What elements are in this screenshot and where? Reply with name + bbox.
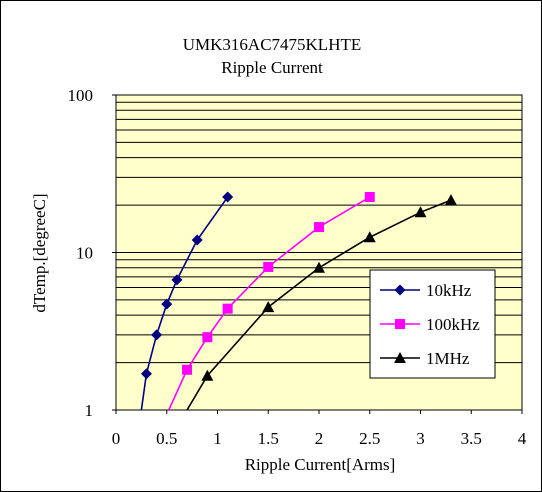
data-point-10khz	[151, 329, 163, 341]
data-point-10khz	[140, 368, 152, 380]
y-axis-tick-labels: 1 10 100	[68, 86, 116, 420]
x-tick-label: 4	[518, 429, 527, 448]
y-tick-label: 10	[76, 244, 93, 263]
data-point-100khz	[182, 364, 193, 375]
data-point-100khz	[222, 303, 233, 314]
series-layer	[140, 191, 457, 411]
data-point-1mhz	[201, 369, 214, 381]
data-point-1mhz	[313, 261, 325, 273]
x-tick-label: 3	[416, 429, 425, 448]
x-tick-label: 2	[315, 429, 324, 448]
y-tick-label: 1	[85, 401, 94, 420]
chart-title: UMK316AC7475KLHTE	[183, 35, 362, 54]
x-tick-label: 0	[112, 429, 121, 448]
series-1mhz	[186, 194, 457, 411]
legend: 10kHz 100kHz 1MHz	[369, 269, 496, 379]
y-axis-label: dTemp.[degreeC]	[30, 193, 49, 312]
data-point-1mhz	[414, 206, 427, 218]
chart-subtitle: Ripple Current	[221, 58, 323, 77]
data-point-100khz	[314, 222, 324, 233]
x-axis-label: Ripple Current[Arms]	[245, 455, 396, 474]
x-axis-tick-labels: 0 0.5 1 1.5 2 2.5 3 3.5 4	[112, 410, 527, 448]
x-tick-label: 2.5	[359, 429, 380, 448]
data-point-10khz	[191, 234, 203, 246]
data-point-10khz	[171, 274, 183, 286]
data-point-1mhz	[444, 194, 457, 206]
data-point-100khz	[364, 192, 375, 203]
series-10khz	[140, 191, 234, 411]
x-tick-label: 1.5	[258, 429, 279, 448]
data-point-1mhz	[363, 231, 376, 243]
legend-item-1mhz: 1MHz	[380, 349, 470, 368]
data-point-10khz	[222, 191, 234, 203]
data-point-1mhz	[262, 301, 275, 313]
legend-label-10khz: 10kHz	[426, 281, 472, 300]
y-tick-label: 100	[68, 86, 94, 105]
legend-marker-1mhz	[394, 352, 406, 363]
x-tick-label: 3.5	[461, 429, 482, 448]
legend-label-1mhz: 1MHz	[426, 349, 470, 368]
legend-marker-100khz	[395, 319, 405, 329]
legend-marker-10khz	[394, 284, 406, 296]
x-tick-label: 0.5	[156, 429, 177, 448]
legend-label-100khz: 100kHz	[426, 315, 480, 334]
data-point-100khz	[263, 261, 274, 272]
legend-item-10khz: 10kHz	[380, 281, 472, 300]
legend-item-100khz: 100kHz	[380, 315, 480, 334]
data-point-10khz	[161, 298, 173, 310]
series-100khz	[168, 192, 375, 411]
x-tick-label: 1	[213, 429, 222, 448]
data-point-100khz	[202, 332, 213, 343]
